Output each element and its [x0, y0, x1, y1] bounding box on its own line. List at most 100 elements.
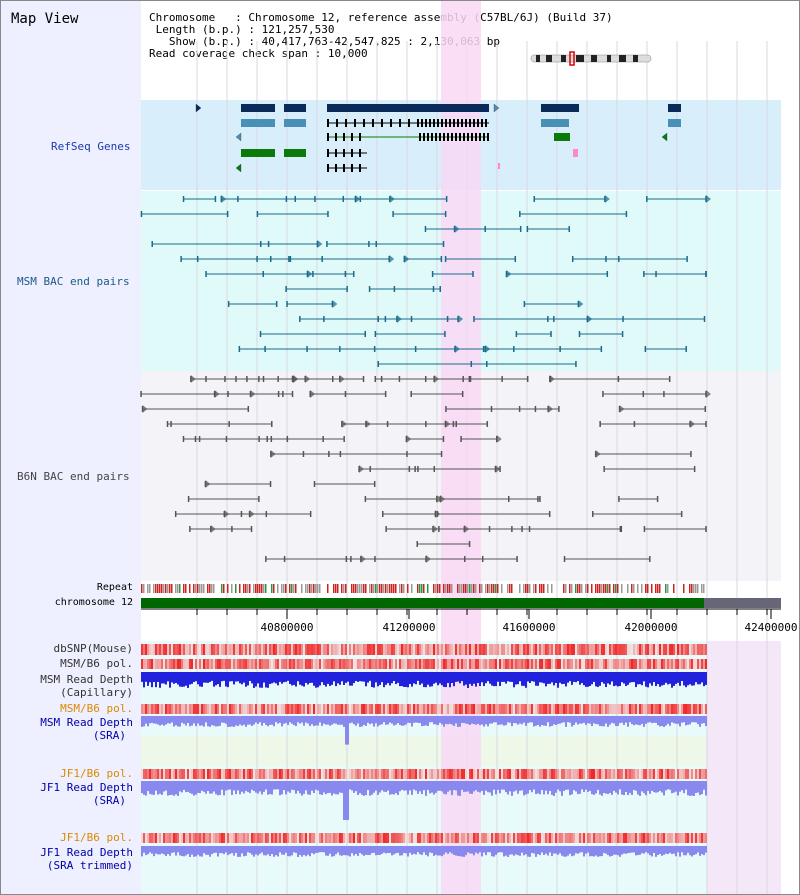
- jf1-b6-pol-2-heat: [273, 833, 275, 843]
- msm-b6-pol-heat: [427, 659, 429, 669]
- msm-depth-cap-bar: [583, 672, 585, 686]
- jf1-b6-pol-2-heat: [319, 833, 321, 843]
- jf1-depth-trim-bar: [241, 846, 243, 854]
- dbsnp-heat: [453, 644, 455, 655]
- msm-depth-cap-bar: [255, 672, 257, 687]
- msm-depth-cap-bar: [313, 672, 315, 686]
- jf1-b6-pol-2-heat: [515, 833, 517, 843]
- msm-b6-pol-heat: [597, 659, 599, 669]
- msm-depth-cap-bar: [317, 672, 319, 688]
- msm-b6-pol-2-heat: [217, 704, 219, 714]
- msm-b6-pol-2-heat: [181, 704, 183, 714]
- msm-depth-sra-bar: [413, 716, 415, 723]
- jf1-depth-trim-bar: [269, 846, 271, 857]
- jf1-depth-trim-bar: [609, 846, 611, 857]
- jf1-depth-sra-bar: [317, 781, 319, 791]
- msm-depth-sra-bar: [689, 716, 691, 725]
- msm-depth-cap-bar: [205, 672, 207, 683]
- msm-depth-sra-bar: [323, 716, 325, 724]
- msm-depth-cap-bar: [277, 672, 279, 686]
- msm-depth-cap-bar: [361, 672, 363, 682]
- dbsnp-heat: [269, 644, 271, 655]
- jf1-b6-pol-heat: [559, 769, 561, 779]
- msm-b6-pol-heat: [491, 659, 493, 669]
- msm-b6-pol-2-heat: [461, 704, 463, 714]
- jf1-depth-sra-bar: [561, 781, 563, 796]
- repeat-mark: [359, 584, 361, 593]
- track-label-b6n-bac[interactable]: B6N BAC end pairs: [17, 470, 130, 483]
- jf1-b6-pol-heat: [429, 769, 431, 779]
- jf1-b6-pol-heat: [195, 769, 197, 779]
- msm-b6-pol-heat: [387, 659, 389, 669]
- msm-depth-cap-bar: [677, 672, 679, 683]
- jf1-b6-pol-heat: [317, 769, 319, 779]
- jf1-b6-pol-2-heat: [527, 833, 529, 843]
- repeat-mark: [387, 584, 389, 593]
- dbsnp-heat: [373, 644, 375, 655]
- dbsnp-heat: [149, 644, 151, 655]
- msm-b6-pol-heat: [245, 659, 247, 669]
- repeat-mark: [551, 584, 553, 593]
- jf1-b6-pol-2-heat: [231, 833, 233, 843]
- msm-b6-pol-2-heat: [357, 704, 359, 714]
- jf1-b6-pol-heat: [153, 769, 155, 779]
- dbsnp-heat: [157, 644, 159, 655]
- gene-exon: [423, 133, 425, 141]
- jf1-depth-sra-bar: [399, 781, 401, 792]
- msm-b6-pol-heat: [211, 659, 213, 669]
- msm-depth-cap-bar: [637, 672, 639, 685]
- msm-b6-pol-heat: [149, 659, 151, 669]
- msm-depth-sra-bar: [665, 716, 667, 726]
- msm-b6-pol-2-heat: [531, 704, 533, 714]
- jf1-depth-trim-bar: [619, 846, 621, 857]
- jf1-b6-pol-heat: [217, 769, 219, 779]
- msm-depth-cap-bar: [353, 672, 355, 684]
- jf1-b6-pol-heat: [279, 769, 281, 779]
- jf1-b6-pol-heat: [593, 769, 595, 779]
- dbsnp-heat: [313, 644, 315, 655]
- dbsnp-heat: [685, 644, 687, 655]
- jf1-depth-trim-bar: [163, 846, 165, 855]
- track-label-msm-bac[interactable]: MSM BAC end pairs: [17, 275, 130, 288]
- jf1-b6-pol-heat: [409, 769, 411, 779]
- dbsnp-heat: [423, 644, 425, 655]
- jf1-b6-pol-2-heat: [313, 833, 315, 843]
- jf1-b6-pol-2-heat: [565, 833, 567, 843]
- msm-depth-sra-bar: [235, 716, 237, 726]
- jf1-depth-sra-bar: [465, 781, 467, 792]
- jf1-depth-sra-bar: [501, 781, 503, 790]
- msm-depth-sra-bar: [491, 716, 493, 724]
- msm-depth-cap-bar: [635, 672, 637, 688]
- jf1-depth-trim-bar: [379, 846, 381, 855]
- jf1-depth-trim-bar: [273, 846, 275, 857]
- dbsnp-heat: [517, 644, 519, 655]
- msm-b6-pol-2-heat: [331, 704, 333, 714]
- jf1-depth-sra-bar: [689, 781, 691, 796]
- msm-depth-sra-bar: [155, 716, 157, 724]
- repeat-mark: [433, 584, 435, 593]
- msm-b6-pol-2-heat: [679, 704, 681, 714]
- msm-depth-sra-bar: [257, 716, 259, 724]
- jf1-depth-trim-bar: [435, 846, 437, 855]
- msm-depth-cap-bar: [517, 672, 519, 685]
- msm-depth-cap-bar: [663, 672, 665, 685]
- jf1-b6-pol-heat: [287, 769, 289, 779]
- jf1-b6-pol-2-heat: [701, 833, 703, 843]
- jf1-depth-sra-bar: [337, 781, 339, 795]
- jf1-depth-sra-bar: [601, 781, 603, 796]
- jf1-depth-sra-bar: [435, 781, 437, 793]
- track-label-refseq[interactable]: RefSeq Genes: [51, 140, 131, 153]
- repeat-mark: [255, 584, 257, 593]
- dbsnp-heat: [549, 644, 551, 655]
- msm-b6-pol-heat: [347, 659, 349, 669]
- msm-depth-cap-bar: [347, 672, 349, 682]
- msm-depth-cap-bar: [577, 672, 579, 682]
- repeat-mark: [351, 584, 353, 593]
- msm-depth-sra-bar: [615, 716, 617, 727]
- track-label-panel: [1, 1, 141, 894]
- msm-depth-sra-bar: [271, 716, 273, 725]
- jf1-b6-pol-heat: [521, 769, 523, 779]
- msm-depth-cap-bar: [239, 672, 241, 684]
- msm-b6-pol-heat: [621, 659, 623, 669]
